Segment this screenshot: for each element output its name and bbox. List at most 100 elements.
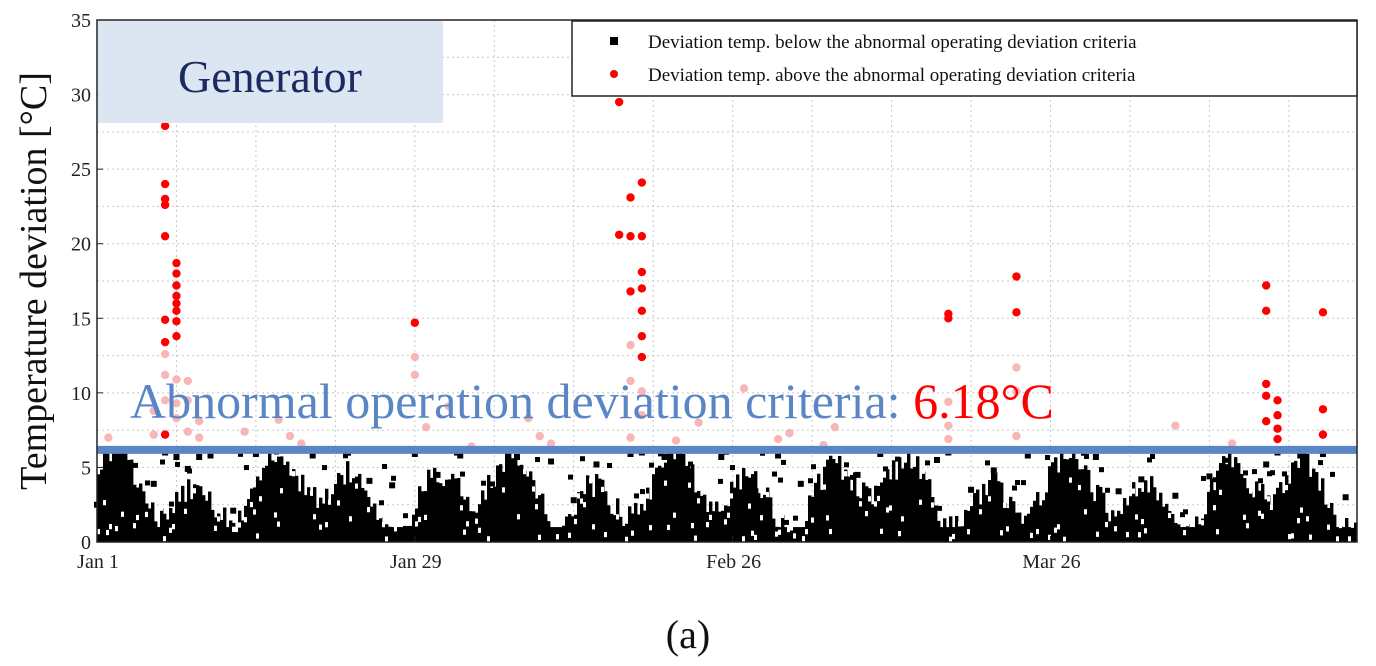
band-gap xyxy=(709,514,712,520)
below-criteria-column xyxy=(868,488,872,542)
series-2-point xyxy=(785,428,794,438)
series-1-point xyxy=(1261,391,1271,401)
below-criteria-column xyxy=(766,487,770,542)
below-criteria-column xyxy=(1102,492,1106,542)
band-gap xyxy=(1288,534,1291,540)
below-criteria-point xyxy=(1225,457,1230,463)
series-2-point xyxy=(524,414,533,423)
below-criteria-column xyxy=(1162,506,1166,542)
below-criteria-column xyxy=(892,460,896,542)
band-gap xyxy=(775,531,778,537)
band-gap xyxy=(754,534,757,541)
band-gap xyxy=(568,532,571,538)
below-criteria-column xyxy=(436,482,440,542)
below-criteria-column xyxy=(583,494,587,542)
legend-label-below: Deviation temp. below the abnormal opera… xyxy=(648,32,1137,53)
below-criteria-column xyxy=(634,502,638,542)
below-criteria-column xyxy=(637,514,641,542)
below-criteria-point xyxy=(382,463,387,469)
band-gap xyxy=(790,525,793,531)
below-criteria-column xyxy=(958,525,962,542)
below-criteria-column xyxy=(499,464,503,542)
below-criteria-column xyxy=(508,452,512,542)
below-criteria-column xyxy=(841,479,845,542)
below-criteria-column xyxy=(139,483,143,542)
below-criteria-point xyxy=(1243,470,1248,476)
below-criteria-column xyxy=(385,524,389,542)
below-criteria-column xyxy=(277,456,281,542)
band-gap xyxy=(115,525,118,532)
series-0-point xyxy=(990,467,997,474)
band-gap xyxy=(766,491,769,498)
series-2-point xyxy=(626,433,635,442)
band-gap xyxy=(805,529,808,535)
below-criteria-column xyxy=(427,469,431,542)
below-criteria-column xyxy=(595,474,599,542)
below-criteria-column xyxy=(664,462,668,542)
below-criteria-column xyxy=(904,462,908,542)
below-criteria-column xyxy=(871,504,875,542)
below-criteria-column xyxy=(1012,501,1016,542)
below-criteria-column xyxy=(928,479,932,542)
series-0-point xyxy=(684,465,691,472)
below-criteria-column xyxy=(358,473,362,542)
below-criteria-column xyxy=(247,499,251,542)
below-criteria-column xyxy=(1333,514,1337,542)
below-criteria-column xyxy=(910,468,914,542)
series-1-point xyxy=(637,232,647,241)
below-criteria-column xyxy=(307,487,311,542)
below-criteria-column xyxy=(946,527,950,542)
y-axis-ticks: 0 5 10 15 20 25 30 35 xyxy=(71,10,103,554)
below-criteria-column xyxy=(820,489,824,542)
below-criteria-column xyxy=(316,507,320,542)
below-criteria-column xyxy=(1042,500,1046,542)
y-tick-label: 10 xyxy=(71,383,91,405)
below-criteria-point xyxy=(1270,470,1275,476)
band-gap xyxy=(1036,528,1039,535)
series-0-point xyxy=(139,491,146,498)
below-criteria-column xyxy=(712,511,716,542)
below-criteria-column xyxy=(1267,495,1271,542)
band-gap xyxy=(868,496,871,502)
below-criteria-column xyxy=(1099,486,1103,542)
below-criteria-point xyxy=(133,462,138,468)
below-criteria-column xyxy=(1315,472,1319,542)
below-criteria-column xyxy=(103,452,107,542)
band-gap xyxy=(418,516,421,523)
below-criteria-column xyxy=(1171,513,1175,542)
below-criteria-column xyxy=(718,511,722,542)
below-criteria-point xyxy=(772,471,777,477)
series-0-point xyxy=(1115,488,1122,495)
y-tick-label: 20 xyxy=(71,234,91,256)
below-criteria-point xyxy=(175,461,180,467)
below-criteria-column xyxy=(1255,481,1259,542)
below-criteria-column xyxy=(598,478,602,542)
series-1-point xyxy=(1012,308,1021,317)
below-criteria-column xyxy=(745,476,749,542)
below-criteria-column xyxy=(970,502,974,542)
band-gap xyxy=(625,536,628,542)
series-2-point xyxy=(149,406,158,415)
below-criteria-column xyxy=(517,465,521,542)
below-criteria-column xyxy=(622,525,626,542)
legend-label-above: Deviation temp. above the abnormal opera… xyxy=(648,65,1136,86)
below-criteria-column xyxy=(289,475,293,542)
below-criteria-column xyxy=(967,510,971,542)
below-criteria-column xyxy=(562,525,566,542)
below-criteria-column xyxy=(496,465,500,542)
band-gap xyxy=(979,509,982,515)
below-criteria-column xyxy=(1090,492,1094,542)
below-criteria-column xyxy=(1108,521,1112,542)
below-criteria-column xyxy=(367,496,371,542)
series-0-point xyxy=(831,500,838,507)
below-criteria-column xyxy=(1093,501,1097,542)
below-criteria-column xyxy=(913,466,917,542)
below-criteria-column xyxy=(250,488,254,542)
series-0-point xyxy=(389,482,396,489)
below-criteria-column xyxy=(1132,482,1136,542)
below-criteria-column xyxy=(727,506,731,542)
band-gap xyxy=(1309,534,1312,540)
band-gap xyxy=(844,471,847,477)
series-1-point xyxy=(160,430,170,439)
below-criteria-column xyxy=(676,452,680,542)
